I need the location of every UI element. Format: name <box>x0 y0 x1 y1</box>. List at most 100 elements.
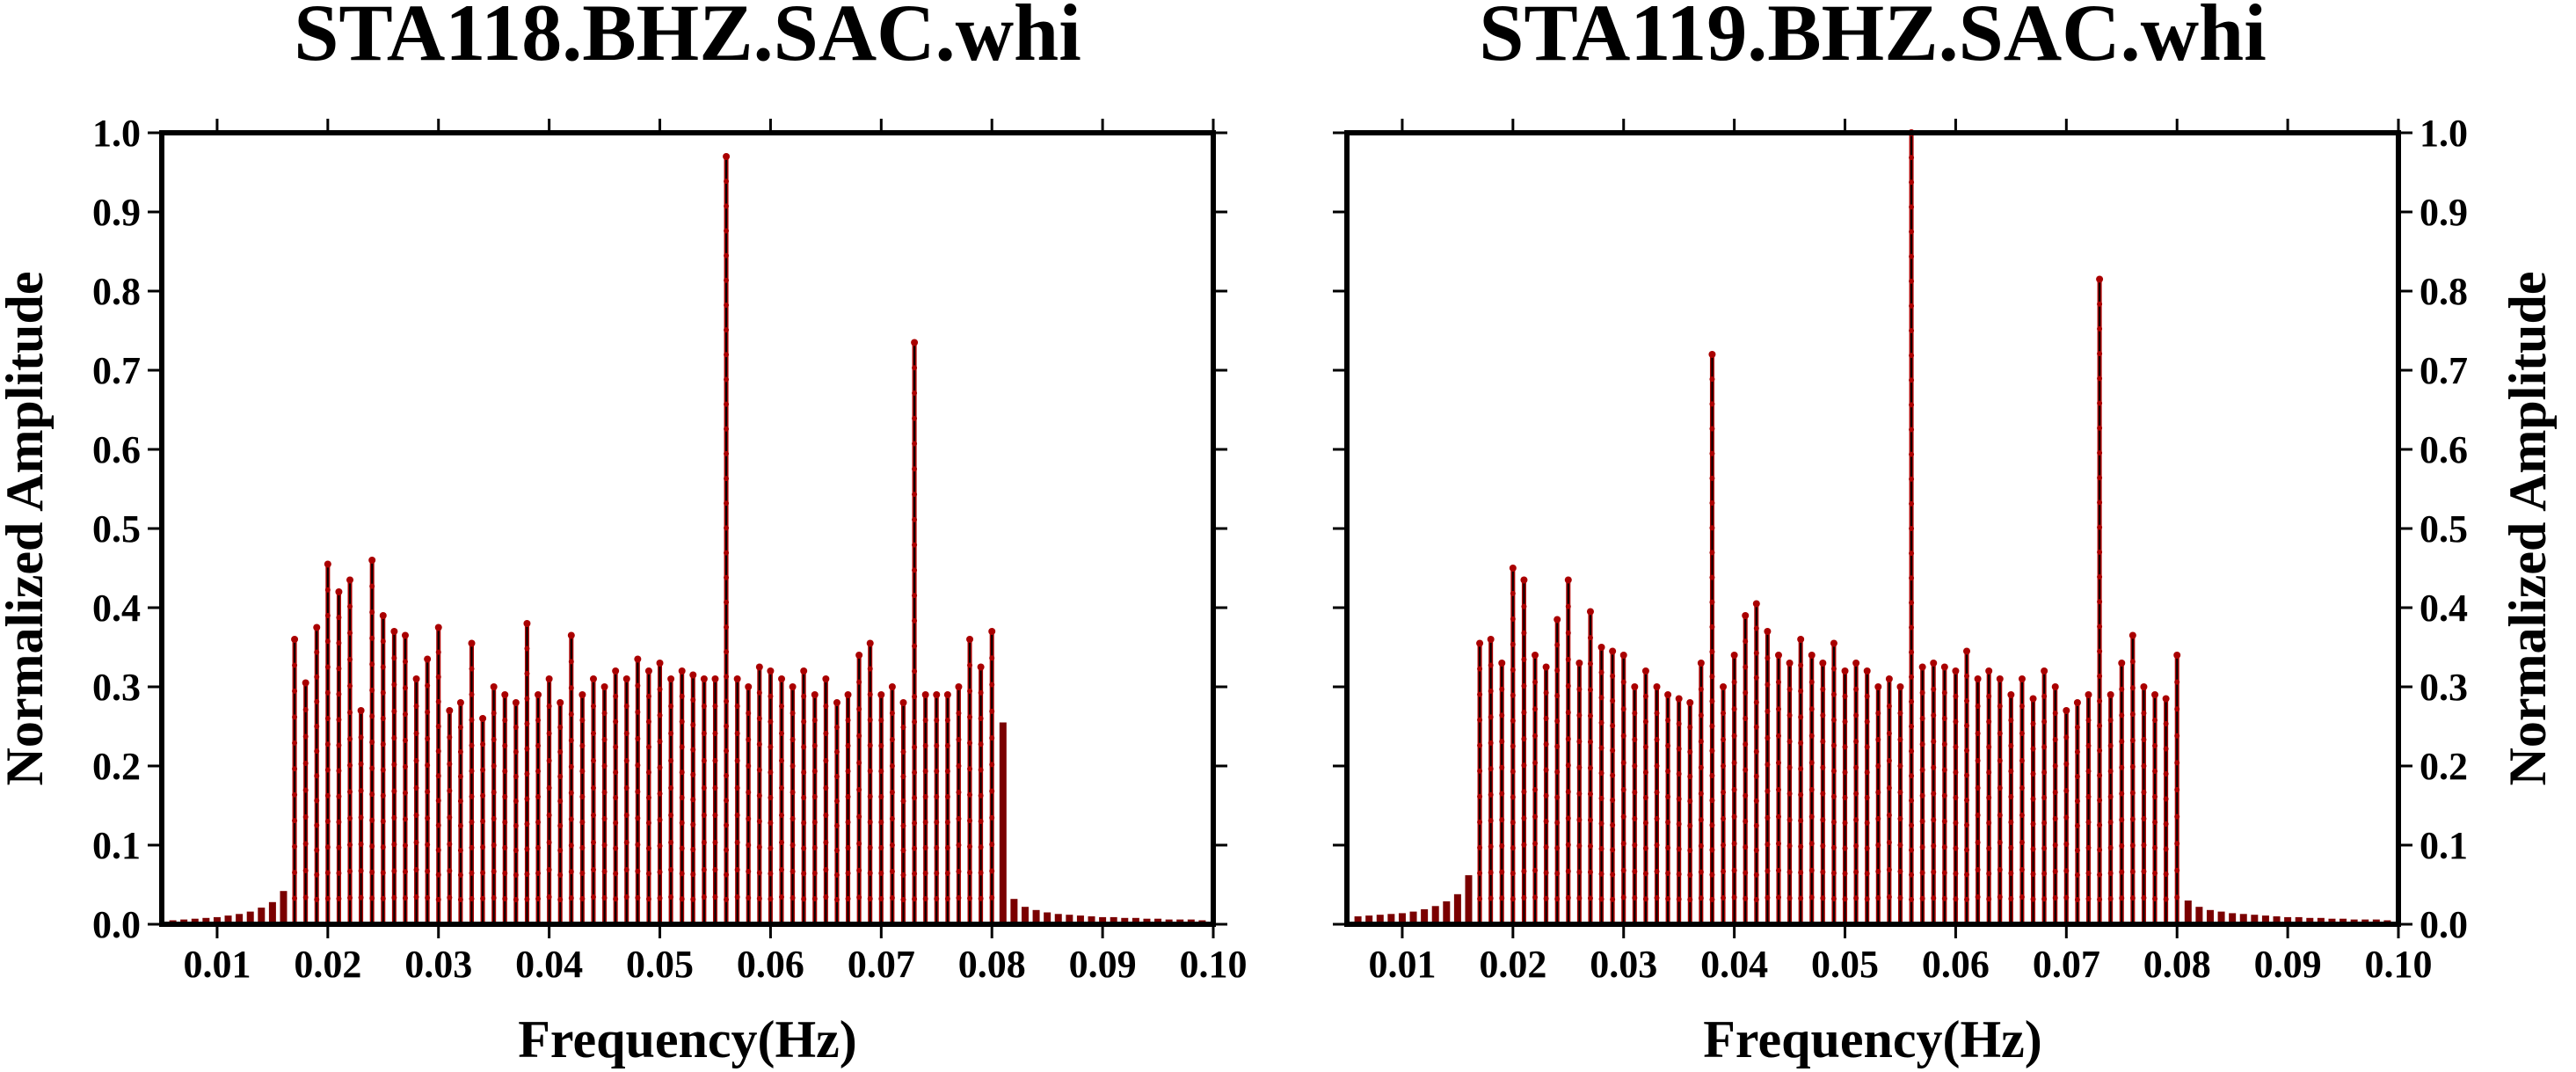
peak-marker <box>2073 699 2081 706</box>
stem-marker <box>878 743 884 748</box>
stem-marker <box>1909 253 1915 259</box>
stem-marker <box>1565 656 1571 662</box>
stem-marker <box>811 820 818 825</box>
stem-marker <box>1743 792 1749 799</box>
stem-marker <box>314 822 320 828</box>
stem-marker <box>457 749 463 755</box>
stem-marker <box>1765 655 1771 661</box>
stem-marker <box>546 840 552 845</box>
stem-marker <box>1721 737 1727 742</box>
stem-marker <box>1941 689 1947 696</box>
stem-marker <box>469 691 475 697</box>
stem-marker <box>535 743 542 748</box>
stem-marker <box>679 820 685 826</box>
taper-bar <box>2261 915 2269 924</box>
taper-bar <box>1132 917 1139 924</box>
stem-marker <box>469 793 475 799</box>
stem-marker <box>922 794 928 799</box>
stem-marker <box>2085 718 2092 723</box>
stem-marker <box>1842 718 1848 725</box>
stem-marker <box>645 845 651 851</box>
stem-marker <box>701 867 707 872</box>
stem-marker <box>1632 737 1638 742</box>
stem-marker <box>734 758 740 763</box>
stem-marker <box>1499 686 1505 692</box>
stem-marker <box>2085 896 2092 901</box>
stem-marker <box>1709 798 1715 804</box>
stem-marker <box>978 741 984 747</box>
stem-marker <box>790 842 796 848</box>
stem-marker <box>1665 769 1671 774</box>
stem-marker <box>1642 693 1648 699</box>
stem-marker <box>1830 691 1837 697</box>
stem-marker <box>1919 895 1925 901</box>
stem-marker <box>292 662 298 668</box>
stem-marker <box>1477 895 1483 901</box>
stem-marker <box>535 820 542 825</box>
stem-marker <box>292 791 298 798</box>
stem-marker <box>2152 896 2158 901</box>
stem-marker <box>402 737 408 743</box>
stem-marker <box>1842 744 1848 750</box>
stem-marker <box>1676 796 1682 802</box>
stem-marker <box>1953 769 1959 776</box>
stem-marker <box>590 867 596 872</box>
stem-marker <box>944 794 950 799</box>
stem-marker <box>2119 712 2125 718</box>
stem-marker <box>524 796 530 802</box>
y-tick-label: 0.9 <box>92 191 141 234</box>
stem-marker <box>613 795 619 800</box>
stem-marker <box>1953 896 1959 902</box>
stem-marker <box>302 761 309 766</box>
stem-marker <box>912 542 918 548</box>
peak-marker <box>1797 636 1805 643</box>
stem-marker <box>2129 763 2136 769</box>
stem-marker <box>480 819 486 824</box>
stem-marker <box>922 845 928 850</box>
stem-marker <box>645 769 651 776</box>
stem-marker <box>1620 894 1626 901</box>
stem-marker <box>435 698 441 704</box>
stem-marker <box>1842 896 1848 902</box>
y-tick-label: 0.3 <box>2420 666 2468 709</box>
stem-marker <box>867 895 873 901</box>
stem-marker <box>1532 813 1539 820</box>
x-tick-label: 0.09 <box>1069 943 1137 986</box>
stem-marker <box>635 789 641 795</box>
stem-marker <box>1775 706 1781 712</box>
stem-marker <box>989 868 995 874</box>
peak-marker <box>1697 660 1705 667</box>
stem-marker <box>2030 721 2036 726</box>
stem-marker <box>724 574 730 580</box>
stem-marker <box>1919 870 1925 876</box>
stem-marker <box>989 655 995 661</box>
stem-marker <box>380 664 386 670</box>
stem-marker <box>391 708 397 714</box>
stem-marker <box>1798 740 1804 746</box>
stem-marker <box>1554 667 1561 674</box>
stem-marker <box>1975 867 1981 872</box>
stem-marker <box>336 742 342 748</box>
stem-marker <box>1798 895 1804 901</box>
stem-marker <box>1931 842 1937 849</box>
stem-marker <box>768 718 774 725</box>
stem-marker <box>1676 721 1682 726</box>
stem-marker <box>1775 733 1781 739</box>
stem-marker <box>1654 763 1660 769</box>
stem-marker <box>1909 377 1915 383</box>
stem-marker <box>1808 679 1815 685</box>
stem-marker <box>1543 819 1549 824</box>
stem-marker <box>1665 820 1671 825</box>
stem-marker <box>1875 737 1881 742</box>
stem-marker <box>1786 869 1793 875</box>
stem-marker <box>324 819 331 824</box>
stem-marker <box>1853 817 1859 823</box>
stem-marker <box>1665 794 1671 799</box>
stem-marker <box>1853 842 1859 849</box>
stem-marker <box>1986 744 1992 750</box>
stem-marker <box>1953 845 1959 851</box>
stem-marker <box>724 624 730 631</box>
stem-marker <box>568 763 574 769</box>
stem-marker <box>746 869 752 874</box>
stem-marker <box>956 816 962 821</box>
